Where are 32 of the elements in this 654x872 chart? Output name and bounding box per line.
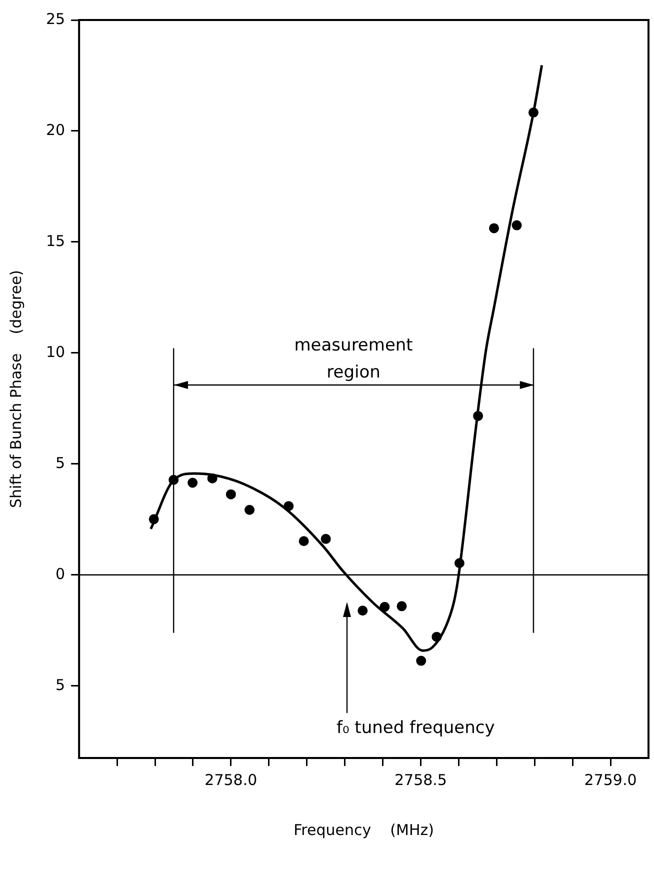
point <box>148 514 159 524</box>
point <box>396 601 407 612</box>
y-tick-label: 5 <box>56 454 66 472</box>
x-tick-label: 2758.0 <box>204 770 258 789</box>
point <box>473 410 484 421</box>
y-axis-title: Shift of Bunch Phase (degree) <box>6 270 25 508</box>
point <box>454 558 464 568</box>
point <box>528 108 538 118</box>
y-tick-label: 15 <box>46 232 66 250</box>
point <box>432 632 442 642</box>
point <box>416 656 426 666</box>
y-tick-label: 5 <box>56 676 66 694</box>
point <box>320 534 331 544</box>
point <box>226 489 236 500</box>
point <box>512 220 522 230</box>
x-tick-label: 2759.0 <box>584 770 637 789</box>
y-tick-label: 20 <box>46 120 66 139</box>
point <box>207 473 218 484</box>
point <box>358 606 368 616</box>
y-tick-label: 25 <box>46 10 66 28</box>
y-tick-label: 10 <box>46 342 66 361</box>
point <box>380 602 390 612</box>
point <box>489 223 499 234</box>
y-tick-label: 0 <box>56 564 66 583</box>
annotation: f₀ tuned frequency <box>336 718 495 738</box>
point <box>244 504 255 515</box>
point <box>298 536 309 546</box>
x-axis-title: Frequency (MHz) <box>294 820 434 839</box>
x-tick-label: 2758.5 <box>394 770 447 789</box>
point <box>284 501 294 512</box>
annotation: measurement region <box>294 335 414 382</box>
point <box>188 478 198 488</box>
